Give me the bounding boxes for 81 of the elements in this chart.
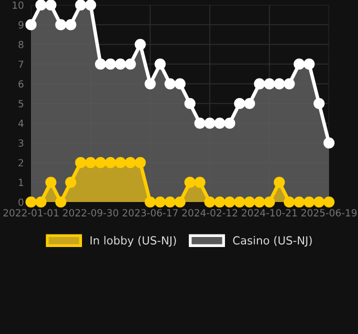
point bbox=[25, 196, 37, 208]
point bbox=[314, 98, 325, 110]
point bbox=[304, 196, 315, 208]
point bbox=[224, 118, 236, 129]
x-tick-label: 2022-09-30 bbox=[63, 209, 118, 216]
x-tick-label: 2023-06-17 bbox=[122, 209, 178, 216]
point bbox=[65, 176, 76, 188]
point bbox=[114, 58, 126, 70]
point bbox=[35, 0, 46, 11]
point bbox=[304, 58, 315, 70]
point bbox=[294, 196, 305, 208]
point bbox=[323, 196, 335, 208]
point bbox=[244, 196, 256, 208]
point bbox=[284, 78, 295, 90]
point bbox=[254, 78, 266, 90]
y-tick-label: 4 bbox=[18, 120, 24, 127]
point bbox=[214, 118, 226, 129]
point bbox=[254, 196, 266, 208]
point bbox=[144, 78, 156, 90]
point bbox=[124, 58, 136, 70]
x-tick-label: 2024-10-21 bbox=[242, 209, 297, 216]
point bbox=[184, 98, 196, 110]
point bbox=[144, 196, 156, 208]
point bbox=[25, 19, 37, 30]
y-tick-label: 1 bbox=[18, 178, 24, 186]
point bbox=[174, 78, 186, 90]
point bbox=[104, 58, 116, 70]
y-tick-label: 3 bbox=[18, 139, 24, 147]
point bbox=[154, 58, 166, 70]
point bbox=[94, 58, 106, 70]
point bbox=[194, 118, 206, 129]
point bbox=[55, 19, 66, 30]
point bbox=[45, 0, 56, 11]
point bbox=[65, 19, 76, 30]
point bbox=[264, 196, 275, 208]
point bbox=[284, 196, 295, 208]
point bbox=[314, 196, 325, 208]
y-tick-label: 2 bbox=[18, 159, 24, 166]
point bbox=[274, 176, 285, 188]
point bbox=[134, 38, 146, 50]
x-tick-label: 2025-06-19 bbox=[301, 209, 357, 216]
point bbox=[323, 137, 335, 148]
point bbox=[154, 196, 166, 208]
point bbox=[75, 0, 86, 11]
point bbox=[274, 78, 285, 90]
y-tick-label: 7 bbox=[18, 60, 24, 68]
point bbox=[55, 196, 66, 208]
point bbox=[234, 196, 246, 208]
point bbox=[134, 157, 146, 168]
point bbox=[85, 0, 96, 11]
point bbox=[224, 196, 236, 208]
point bbox=[204, 196, 216, 208]
legend-label: In lobby (US-NJ) bbox=[90, 236, 176, 247]
y-tick-label: 10 bbox=[12, 1, 24, 9]
y-tick-label: 6 bbox=[18, 80, 24, 88]
point bbox=[264, 78, 275, 90]
point bbox=[85, 157, 96, 168]
legend-label: Casino (US-NJ) bbox=[233, 236, 312, 247]
point bbox=[114, 157, 126, 168]
point bbox=[234, 98, 246, 110]
point bbox=[244, 98, 256, 110]
point bbox=[94, 157, 106, 168]
x-tick-label: 2022-01-01 bbox=[3, 209, 58, 216]
point bbox=[75, 157, 86, 168]
point bbox=[184, 176, 196, 188]
point bbox=[164, 78, 176, 90]
point bbox=[194, 176, 206, 188]
point bbox=[174, 196, 186, 208]
point bbox=[35, 196, 46, 208]
point bbox=[294, 58, 305, 70]
point bbox=[204, 118, 216, 129]
point bbox=[214, 196, 226, 208]
y-tick-label: 0 bbox=[18, 198, 24, 206]
point bbox=[104, 157, 116, 168]
y-tick-label: 8 bbox=[18, 40, 24, 48]
y-tick-label: 9 bbox=[18, 21, 24, 29]
point bbox=[164, 196, 176, 208]
point bbox=[45, 176, 56, 188]
y-tick-label: 5 bbox=[18, 100, 24, 108]
point bbox=[124, 157, 136, 168]
x-tick-label: 2024-02-12 bbox=[182, 209, 238, 216]
